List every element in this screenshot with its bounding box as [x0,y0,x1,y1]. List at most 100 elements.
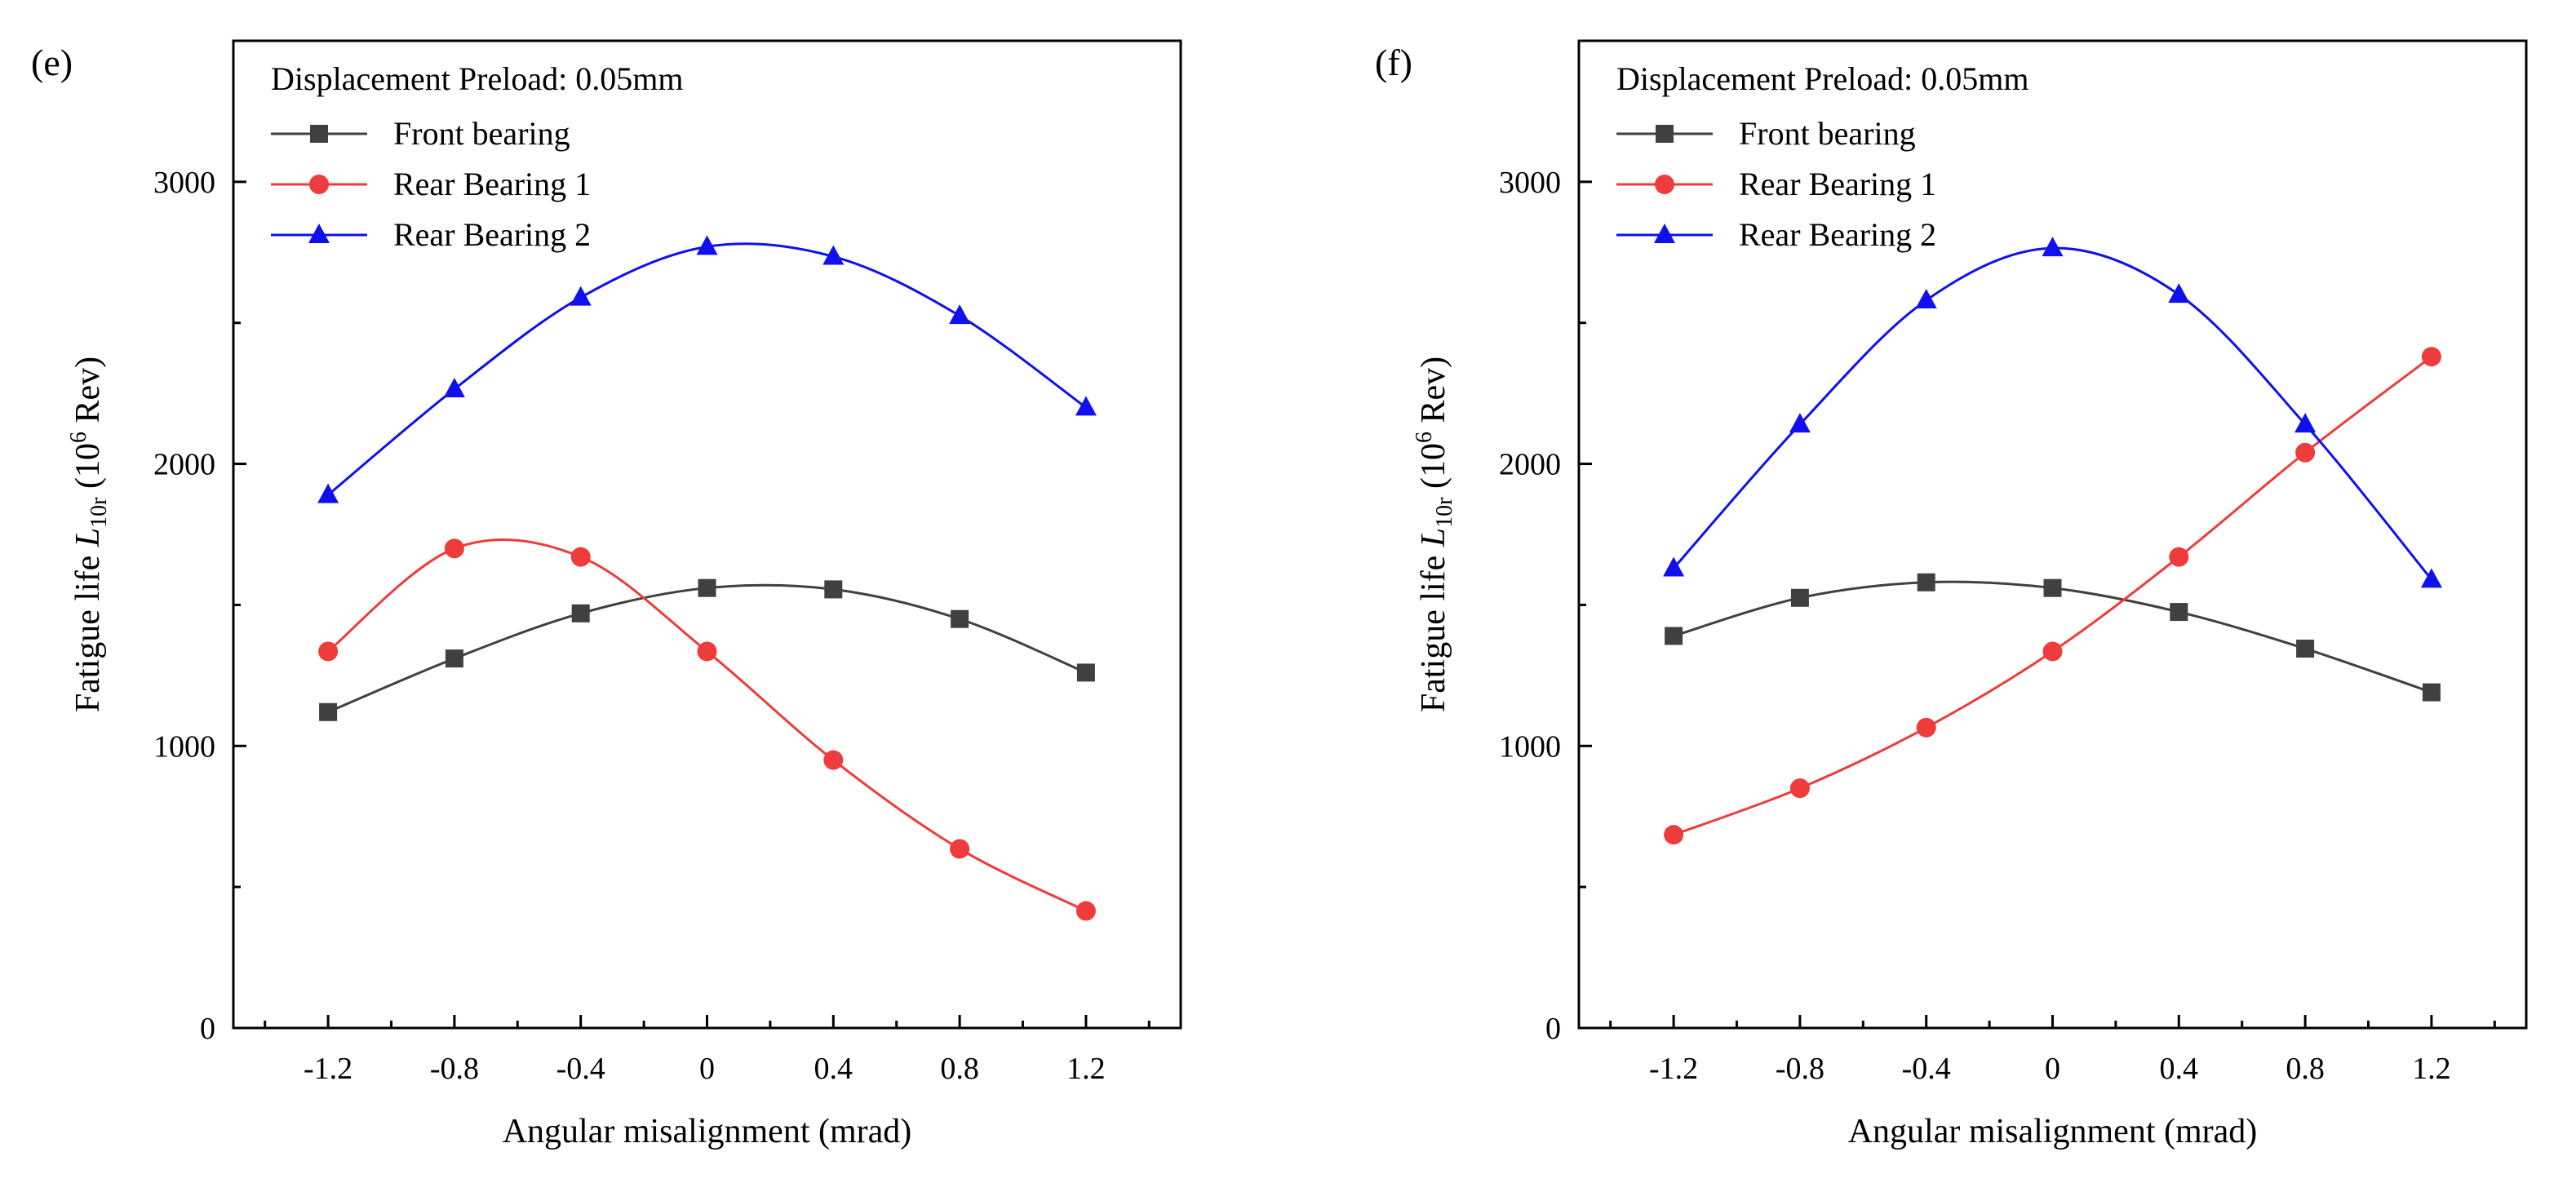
legend-label: Front bearing [1739,115,1916,152]
data-point [2420,568,2442,588]
data-point [1663,556,1685,577]
data-point [1076,663,1095,682]
series-front-bearing [1665,573,2441,702]
y-axis-title: Fatigue life L10r (106 Rev) [66,357,112,712]
data-point [1790,588,1809,607]
legend-label: Rear Bearing 1 [393,166,591,202]
data-point [951,609,969,628]
x-tick-label: 0 [699,1052,715,1086]
x-tick-label: 0.4 [814,1052,853,1086]
x-tick-label: 0.8 [2286,1052,2325,1086]
y-tick-label: 2000 [153,448,215,482]
legend-label: Front bearing [393,115,570,152]
data-point [1075,396,1097,416]
panel-label: (f) [1375,42,1412,83]
data-point [1664,825,1684,845]
legend-marker [1654,224,1675,243]
x-tick-label: -0.8 [1776,1052,1824,1086]
y-tick-label: 1000 [153,729,215,764]
data-point [2296,640,2315,658]
legend: Displacement Preload: 0.05mm Front bearin… [271,60,683,253]
plot-frame [1577,39,2528,1030]
data-point [2168,283,2190,304]
data-point [698,578,716,597]
series-rear-bearing-1 [1664,347,2441,845]
x-tick-label: 1.2 [1066,1052,1106,1086]
data-point [443,377,465,397]
series-front-bearing [319,578,1095,721]
data-point [822,245,845,265]
data-point [2042,641,2063,662]
x-tick-label: -0.4 [556,1052,605,1086]
x-tick-label: -1.2 [304,1052,352,1086]
data-point [444,538,464,559]
series-line [327,242,1087,496]
data-point [318,641,339,662]
y-tick-label: 3000 [153,166,215,200]
x-tick-label: 1.2 [2412,1052,2451,1086]
data-point [1915,289,1937,309]
data-point [570,547,591,567]
x-axis-title: Angular misalignment (mrad) [503,1113,912,1150]
series-rear-bearing-2 [1663,237,2442,588]
x-tick-label: 0.4 [2160,1052,2199,1086]
data-point [2294,413,2317,433]
series-line [1673,580,2432,694]
data-point [2295,442,2316,463]
legend-marker [308,224,330,243]
data-point [2043,578,2062,597]
data-point [2421,347,2441,367]
data-point [2042,237,2064,257]
legend-marker [309,175,329,194]
data-point [445,649,463,668]
data-point [2422,683,2441,702]
data-point [1916,717,1936,738]
x-tick-label: -0.4 [1902,1052,1951,1086]
legend-label: Rear Bearing 2 [1739,216,1936,253]
y-tick-label: 0 [200,1012,215,1046]
series-rear-bearing-2 [317,235,1097,503]
y-tick-label: 3000 [1499,166,1561,200]
legend-marker [1656,125,1674,143]
data-point [570,286,592,306]
chart-f: (f) -1.2 -0.8 -0.4 0 0.4 0.8 1.2 0 1000 2000 3000 An… [1375,39,2528,1150]
data-point [2169,547,2189,567]
legend-label: Rear Bearing 2 [393,216,591,253]
x-tick-label: 0.8 [940,1052,979,1086]
plot-frame [232,39,1182,1030]
legend-label: Rear Bearing 1 [1739,166,1936,202]
legend-title: Displacement Preload: 0.05mm [271,60,683,97]
data-point [697,641,717,662]
data-point [950,839,970,859]
x-axis-title: Angular misalignment (mrad) [1848,1113,2258,1150]
series-line [1672,246,2433,581]
data-point [1789,413,1811,433]
y-tick-label: 1000 [1499,729,1561,764]
data-point [319,702,338,721]
data-point [1789,778,1810,799]
panel-label: (e) [31,42,73,83]
series-rear-bearing-1 [318,538,1096,921]
legend-title: Displacement Preload: 0.05mm [1616,60,2028,97]
legend: Displacement Preload: 0.05mm Front bearin… [1616,60,2028,253]
x-tick-label: -1.2 [1649,1052,1698,1086]
data-point [1075,901,1096,921]
y-tick-label: 0 [1545,1012,1561,1046]
data-point [696,235,718,255]
data-point [949,304,971,325]
data-point [571,604,590,623]
y-axis-title: Fatigue life L10r (106 Rev) [1412,357,1457,712]
legend-marker [1655,175,1674,194]
data-point [2170,603,2188,622]
y-tick-label: 2000 [1499,448,1561,482]
x-tick-label: -0.8 [430,1052,479,1086]
legend-marker [310,125,328,143]
data-point [824,580,843,599]
data-point [317,483,339,503]
chart-e: (e) -1.2 -0.8 -0.4 0 0.4 0.8 1.2 0 1000 2000 3000 An… [31,39,1182,1150]
data-point [1665,627,1683,645]
data-point [1917,573,1935,592]
x-tick-label: 0 [2045,1052,2060,1086]
data-point [823,750,844,770]
